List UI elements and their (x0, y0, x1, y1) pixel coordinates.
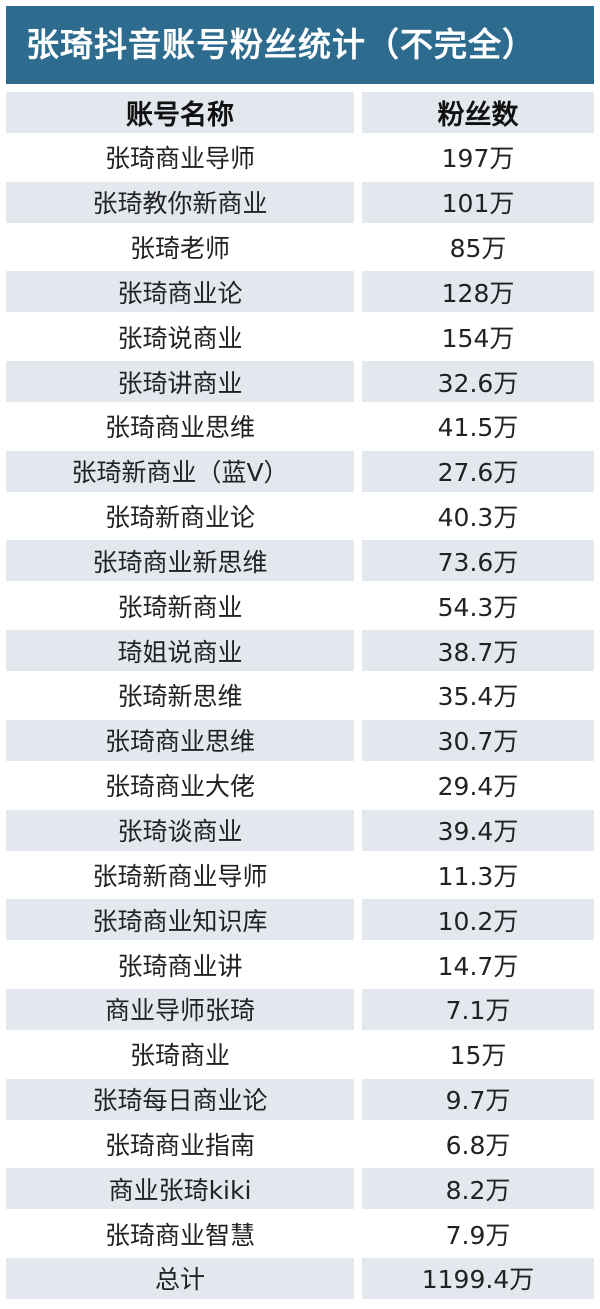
table-row: 张琦谈商业 39.4万 (6, 809, 594, 855)
fan-count: 27.6万 (362, 450, 594, 492)
table-row: 张琦新商业论 40.3万 (6, 496, 594, 541)
table-row: 张琦教你新商业 101万 (6, 181, 594, 227)
table-row: 张琦商业思维 41.5万 (6, 406, 594, 451)
account-name: 张琦商业大佬 (104, 772, 255, 802)
fan-count: 15万 (449, 1041, 507, 1071)
account-name: 张琦商业导师 (104, 144, 255, 174)
account-name: 张琦商业论 (6, 271, 354, 313)
table-row: 张琦每日商业论 9.7万 (6, 1078, 594, 1124)
total-label: 总计 (6, 1257, 354, 1299)
account-name: 张琦商业指南 (104, 1130, 255, 1160)
header-account-name: 账号名称 (6, 92, 354, 133)
fan-count: 128万 (362, 271, 594, 313)
account-name: 张琦商业新思维 (6, 540, 354, 582)
account-name: 张琦商业思维 (6, 719, 354, 761)
fan-count: 85万 (449, 234, 507, 264)
account-name: 张琦讲商业 (6, 361, 354, 403)
header-fan-count: 粉丝数 (362, 92, 594, 133)
fan-count: 197万 (441, 144, 515, 174)
fan-count: 8.2万 (362, 1168, 594, 1210)
table-row: 张琦商业讲 14.7万 (6, 944, 594, 989)
fan-count: 41.5万 (437, 413, 519, 443)
fan-count: 35.4万 (437, 682, 519, 712)
table-row: 张琦商业新思维 73.6万 (6, 540, 594, 585)
fan-count: 6.8万 (445, 1130, 511, 1160)
fan-count: 39.4万 (362, 809, 594, 851)
account-name: 张琦新思维 (117, 682, 243, 712)
account-name: 张琦商业思维 (104, 413, 255, 443)
account-name: 商业张琦kiki (6, 1168, 354, 1210)
total-value: 1199.4万 (362, 1257, 594, 1299)
table-row: 张琦商业论 128万 (6, 271, 594, 316)
table-row: 张琦新商业（蓝V） 27.6万 (6, 450, 594, 496)
table-row: 张琦商业 15万 (6, 1034, 594, 1079)
account-name: 张琦每日商业论 (6, 1078, 354, 1120)
fan-count: 14.7万 (437, 951, 519, 981)
table-row: 张琦商业大佬 29.4万 (6, 765, 594, 810)
table-row: 张琦说商业 154万 (6, 316, 594, 361)
account-name: 张琦商业智慧 (104, 1220, 255, 1250)
account-name: 商业导师张琦 (6, 988, 354, 1030)
fan-count: 9.7万 (362, 1078, 594, 1120)
fan-count: 101万 (362, 181, 594, 223)
table-row: 商业张琦kiki 8.2万 (6, 1168, 594, 1213)
table-row: 张琦商业思维 30.7万 (6, 719, 594, 765)
fan-count: 154万 (441, 323, 515, 353)
account-name: 张琦老师 (129, 234, 230, 264)
table-row: 张琦老师 85万 (6, 227, 594, 272)
table-row: 张琦商业知识库 10.2万 (6, 899, 594, 944)
table-row: 张琦新商业导师 11.3万 (6, 854, 594, 899)
table-row: 张琦商业导师 197万 (6, 137, 594, 182)
fan-count: 73.6万 (362, 540, 594, 582)
account-name: 张琦教你新商业 (6, 181, 354, 223)
table-row: 琦姐说商业 38.7万 (6, 630, 594, 675)
fan-count: 7.1万 (362, 988, 594, 1030)
account-name: 张琦新商业 (117, 592, 243, 622)
fan-count: 7.9万 (445, 1220, 511, 1250)
table-row: 张琦新商业 54.3万 (6, 585, 594, 630)
fan-count: 38.7万 (362, 630, 594, 672)
table-row: 张琦讲商业 32.6万 (6, 361, 594, 406)
account-name: 张琦谈商业 (6, 809, 354, 851)
table-row: 张琦商业指南 6.8万 (6, 1123, 594, 1168)
account-name: 张琦商业讲 (117, 951, 243, 981)
fan-count: 11.3万 (437, 861, 519, 891)
account-name: 琦姐说商业 (6, 630, 354, 672)
fan-count: 54.3万 (437, 592, 519, 622)
account-name: 张琦商业 (129, 1041, 230, 1071)
table-row: 张琦新思维 35.4万 (6, 675, 594, 720)
account-name: 张琦商业知识库 (6, 899, 354, 941)
account-name: 张琦新商业导师 (92, 861, 268, 891)
fan-count: 30.7万 (362, 719, 594, 761)
account-name: 张琦新商业论 (104, 503, 255, 533)
account-name: 张琦新商业（蓝V） (6, 450, 354, 492)
fans-table: 账号名称 粉丝数 张琦商业导师 197万 张琦教你新商业 101万 张琦老师 85万 张琦商… (6, 92, 594, 1303)
table-row: 商业导师张琦 7.1万 (6, 988, 594, 1034)
account-name: 张琦说商业 (117, 323, 243, 353)
fan-count: 29.4万 (437, 772, 519, 802)
fan-count: 40.3万 (437, 503, 519, 533)
total-row: 总计 1199.4万 (6, 1257, 594, 1303)
fan-count: 10.2万 (362, 899, 594, 941)
fan-count: 32.6万 (362, 361, 594, 403)
table-header-row: 账号名称 粉丝数 (6, 92, 594, 137)
table-title: 张琦抖音账号粉丝统计（不完全） (6, 6, 594, 84)
table-row: 张琦商业智慧 7.9万 (6, 1213, 594, 1258)
